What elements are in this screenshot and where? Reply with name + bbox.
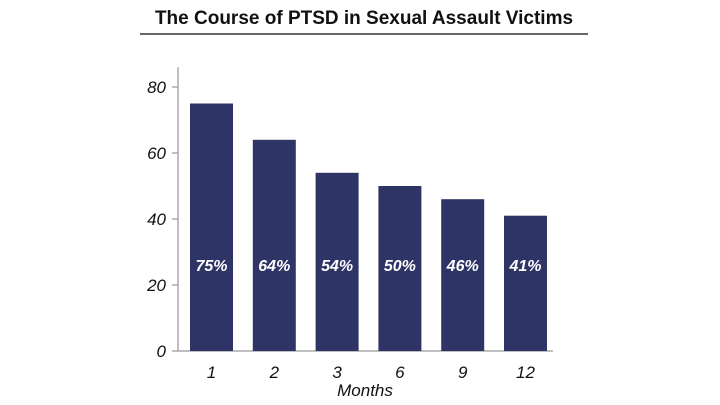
data-label: 54% <box>321 258 353 275</box>
y-tick-label: 40 <box>147 210 166 229</box>
x-tick-label: 6 <box>395 363 405 382</box>
x-tick-label: 12 <box>516 363 535 382</box>
bar <box>190 103 233 351</box>
y-tick-label: 60 <box>147 144 166 163</box>
x-axis-label: Months <box>337 381 393 400</box>
x-tick-label: 9 <box>458 363 468 382</box>
data-label: 50% <box>384 258 416 275</box>
bar <box>504 215 547 351</box>
y-tick-label: 20 <box>146 276 166 295</box>
data-label: 41% <box>508 258 541 275</box>
bar <box>315 172 359 351</box>
x-tick-label: 1 <box>207 363 216 382</box>
data-label: 46% <box>446 258 479 275</box>
data-label: 64% <box>258 258 290 275</box>
bar <box>252 139 296 351</box>
data-label: 75% <box>195 258 227 275</box>
y-tick-label: 0 <box>157 342 167 361</box>
bar <box>441 199 485 351</box>
y-tick-label: 80 <box>147 78 166 97</box>
bar <box>378 186 422 351</box>
x-tick-label: 3 <box>332 363 342 382</box>
title-underline <box>140 33 588 35</box>
x-tick-label: 2 <box>269 363 280 382</box>
chart-title: The Course of PTSD in Sexual Assault Vic… <box>154 8 574 29</box>
